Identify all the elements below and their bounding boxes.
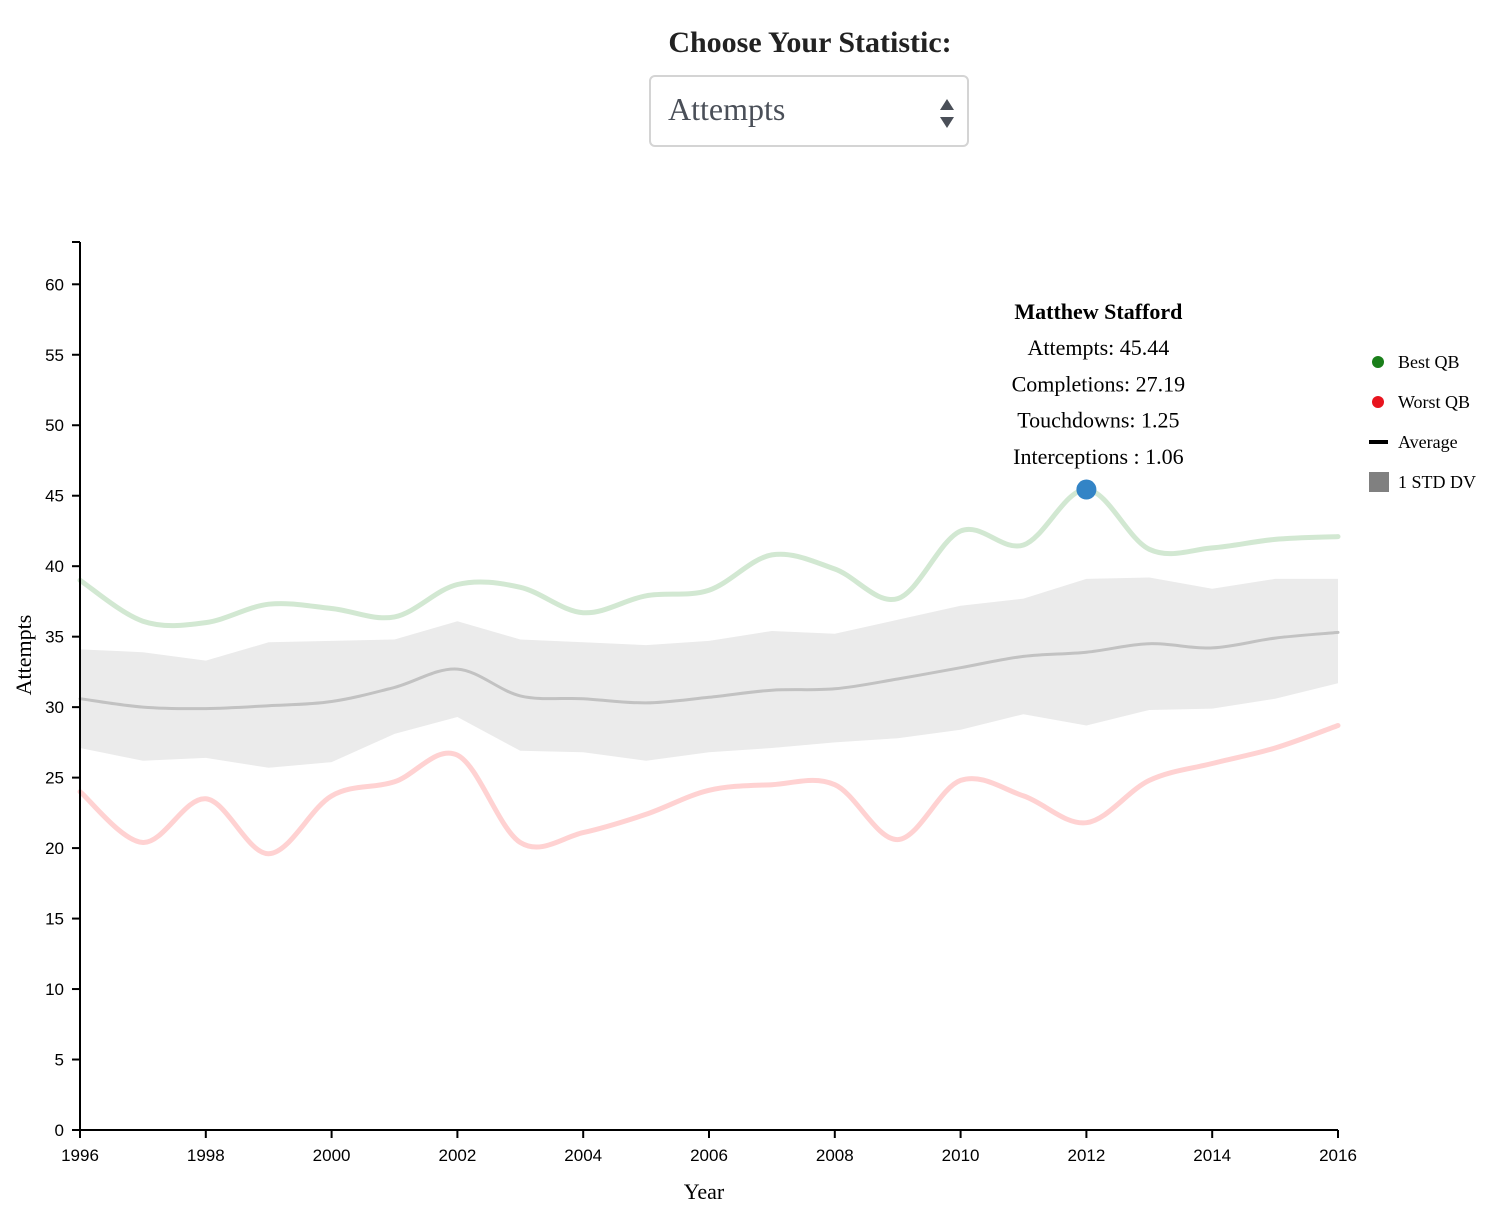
legend-dot-icon: [1372, 396, 1384, 408]
select-arrows-icon: [940, 99, 954, 128]
x-axis-title: Year: [684, 1179, 725, 1204]
legend-square-icon: [1369, 472, 1389, 492]
y-tick-label: 50: [45, 416, 64, 435]
legend-item-worst-qb[interactable]: Worst QB: [1372, 392, 1470, 412]
axes-layer: 0 5 10 15 20 25 30 35 40 45 50 55 60 1996 1998 2000 2002…: [11, 241, 1357, 1204]
y-tick-label: 0: [55, 1121, 64, 1140]
std-dev-band-layer: [80, 577, 1338, 768]
y-axis-title: Attempts: [11, 615, 36, 696]
y-tick-label: 30: [45, 698, 64, 717]
tooltip-line: Attempts: 45.44: [1028, 335, 1170, 360]
y-tick-label: 10: [45, 980, 64, 999]
x-tick-label: 2006: [690, 1146, 728, 1165]
x-tick-label: 2008: [816, 1146, 854, 1165]
x-tick-label: 1998: [187, 1146, 225, 1165]
series-lines-layer: [77, 486, 1341, 857]
x-tick-label: 2012: [1067, 1146, 1105, 1165]
statistic-select-value: Attempts: [668, 91, 786, 127]
tooltip: Matthew Stafford Attempts: 45.44 Completio…: [1012, 299, 1186, 469]
tooltip-line: Completions: 27.19: [1012, 371, 1186, 396]
y-tick-label: 55: [45, 346, 64, 365]
x-tick-label: 2000: [313, 1146, 351, 1165]
y-tick-label: 5: [55, 1051, 64, 1070]
legend-item-average[interactable]: Average: [1369, 432, 1458, 452]
tooltip-line: Touchdowns: 1.25: [1017, 408, 1179, 433]
tooltip-line: Interceptions : 1.06: [1013, 444, 1183, 469]
y-tick-label: 25: [45, 769, 64, 788]
x-tick-label: 2004: [564, 1146, 602, 1165]
x-tick-label: 2016: [1319, 1146, 1357, 1165]
line-worst-qb[interactable]: [77, 723, 1341, 857]
statistic-selector-label: Choose Your Statistic:: [668, 26, 952, 59]
y-tick-label: 60: [45, 275, 64, 294]
x-tick-label: 1996: [61, 1146, 99, 1165]
y-tick-label: 35: [45, 628, 64, 647]
legend-label: Average: [1398, 432, 1458, 452]
legend-label: Best QB: [1398, 352, 1460, 372]
highlight-layer: [1076, 479, 1097, 500]
line-best-qb[interactable]: [77, 486, 1341, 629]
legend-dot-icon: [1372, 356, 1384, 368]
x-tick-label: 2002: [438, 1146, 476, 1165]
x-tick-label: 2010: [942, 1146, 980, 1165]
y-tick-label: 15: [45, 910, 64, 929]
tooltip-name: Matthew Stafford: [1014, 299, 1182, 324]
legend-line-icon: [1369, 440, 1388, 444]
legend-label: Worst QB: [1398, 392, 1470, 412]
legend: Best QB Worst QB Average 1 STD DV: [1369, 352, 1476, 492]
legend-item-1-std-dv[interactable]: 1 STD DV: [1369, 472, 1476, 492]
x-tick-label: 2014: [1193, 1146, 1231, 1165]
y-tick-label: 40: [45, 557, 64, 576]
std-dev-band: [80, 577, 1338, 768]
legend-item-best-qb[interactable]: Best QB: [1372, 352, 1460, 372]
legend-label: 1 STD DV: [1398, 472, 1476, 492]
line-average[interactable]: [78, 630, 1340, 711]
y-tick-label: 45: [45, 487, 64, 506]
statistic-select[interactable]: Attempts: [649, 75, 969, 147]
highlight-point[interactable]: [1076, 479, 1097, 500]
y-tick-label: 20: [45, 839, 64, 858]
